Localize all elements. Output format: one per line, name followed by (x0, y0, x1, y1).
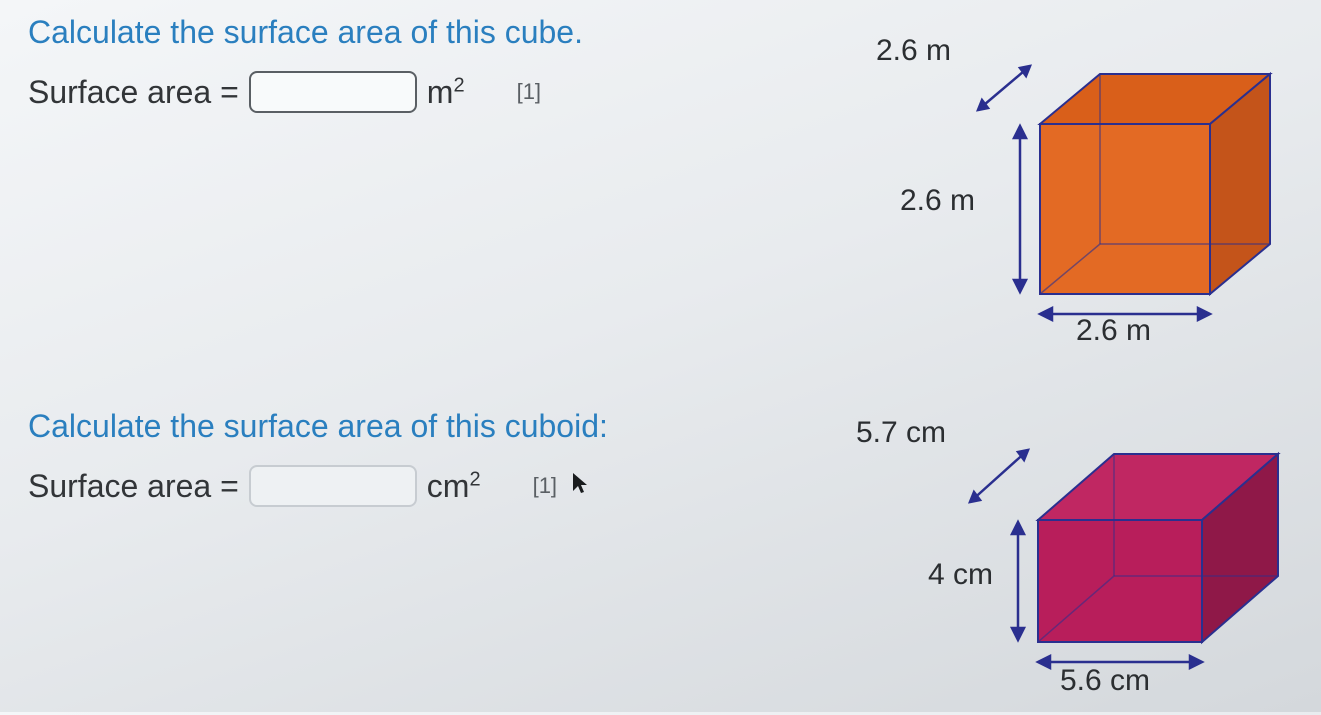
cuboid-depth-label: 5.7 cm (856, 416, 946, 450)
cube-diagram: 2.6 m 2.6 m 2.6 m (870, 14, 1300, 344)
surface-area-input-cuboid[interactable] (249, 465, 417, 507)
cuboid-diagram: 5.7 cm 4 cm 5.6 cm (870, 400, 1300, 710)
cube-height-label: 2.6 m (900, 184, 975, 218)
unit-cuboid: cm2 (427, 468, 481, 505)
cube-depth-label: 2.6 m (876, 34, 951, 68)
cuboid-width-label: 5.6 cm (1060, 664, 1150, 698)
answer-label-cuboid: Surface area = (28, 468, 239, 505)
unit-cube: m2 (427, 74, 465, 111)
marks-cuboid: [1] (533, 473, 557, 499)
surface-area-input-cube[interactable] (249, 71, 417, 113)
cuboid-height-label: 4 cm (928, 558, 993, 592)
answer-label-cube: Surface area = (28, 74, 239, 111)
cube-width-label: 2.6 m (1076, 314, 1151, 348)
marks-cube: [1] (517, 79, 541, 105)
cursor-icon (571, 471, 589, 501)
